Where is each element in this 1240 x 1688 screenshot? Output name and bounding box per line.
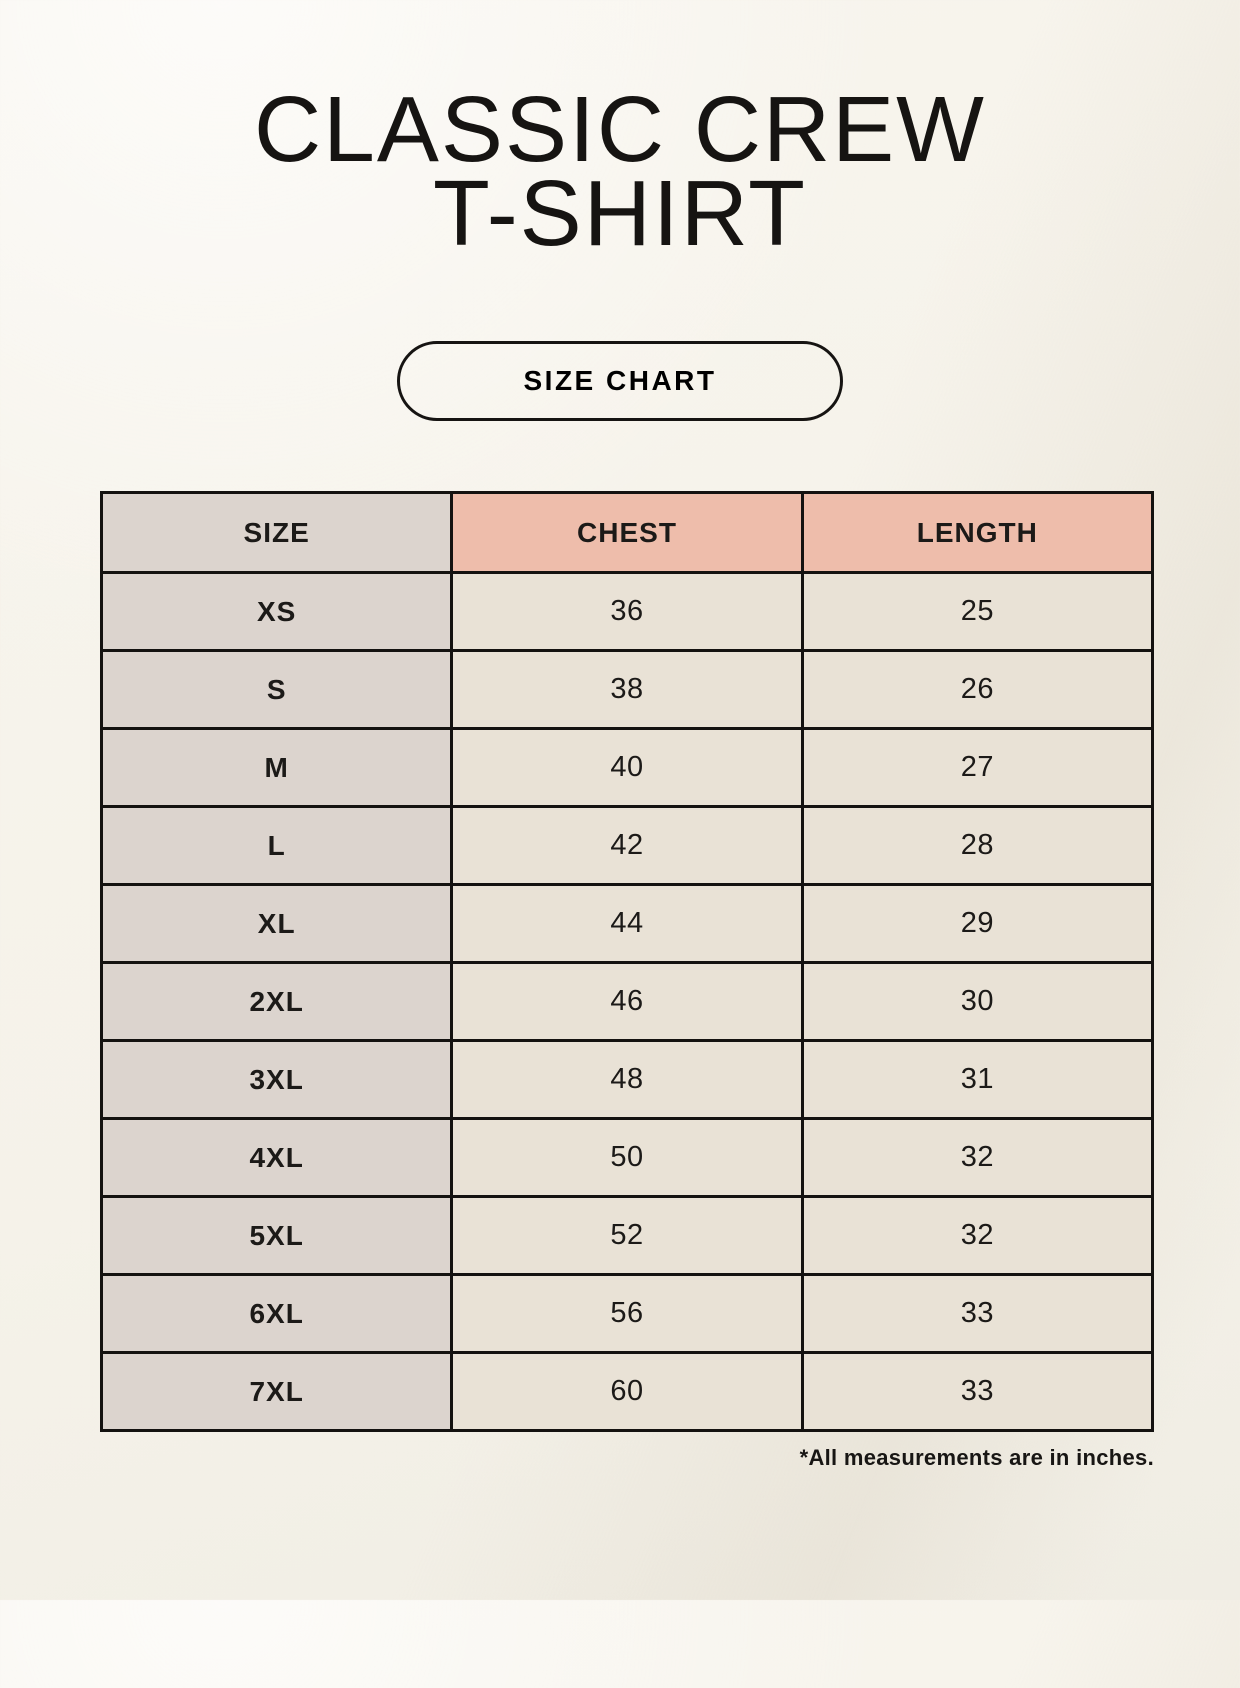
size-cell: XS — [99, 571, 454, 653]
chest-cell: 42 — [450, 805, 804, 887]
size-chart-badge[interactable]: SIZE CHART — [397, 341, 843, 422]
chest-cell: 48 — [450, 1039, 804, 1121]
length-cell: 33 — [800, 1273, 1155, 1355]
length-cell: 28 — [800, 805, 1155, 887]
length-cell: 25 — [800, 571, 1155, 653]
table-row-5xl: 5XL 52 32 — [99, 1195, 1155, 1277]
column-header-chest: CHEST — [450, 491, 804, 575]
chest-cell: 44 — [450, 883, 804, 965]
length-cell: 33 — [800, 1351, 1155, 1433]
page-title-line-2: T-SHIRT — [433, 160, 807, 265]
table-row-6xl: 6XL 56 33 — [99, 1273, 1155, 1355]
header-row: SIZE CHEST LENGTH — [99, 491, 1155, 575]
length-cell: 29 — [800, 883, 1155, 965]
size-cell: 7XL — [99, 1351, 454, 1433]
measurements-footnote: *All measurements are in inches. — [799, 1445, 1154, 1471]
column-header-length: LENGTH — [800, 491, 1155, 575]
length-cell: 32 — [800, 1195, 1155, 1277]
chest-cell: 52 — [450, 1195, 804, 1277]
table-row-m: M 40 27 — [99, 727, 1155, 809]
length-cell: 26 — [800, 649, 1155, 731]
size-cell: 2XL — [99, 961, 454, 1043]
length-cell: 32 — [800, 1117, 1155, 1199]
size-cell: 3XL — [99, 1039, 454, 1121]
table-row-7xl: 7XL 60 33 — [99, 1351, 1155, 1433]
length-cell: 30 — [800, 961, 1155, 1043]
table-row-2xl: 2XL 46 30 — [99, 961, 1155, 1043]
table-row-l: L 42 28 — [99, 805, 1155, 887]
badge-container: SIZE CHART — [0, 341, 1240, 422]
table-row-4xl: 4XL 50 32 — [99, 1117, 1155, 1199]
size-cell: 6XL — [99, 1273, 454, 1355]
page-title-line-1: CLASSIC CREW — [254, 77, 986, 181]
size-cell: 4XL — [99, 1117, 454, 1199]
size-table: SIZE CHEST LENGTH XS 36 25 S 38 26 M — [99, 491, 1155, 1433]
size-cell: S — [99, 649, 454, 731]
size-cell: XL — [99, 883, 454, 965]
column-header-size: SIZE — [99, 491, 454, 575]
chest-cell: 60 — [450, 1351, 804, 1433]
size-table-container: SIZE CHEST LENGTH XS 36 25 S 38 26 M — [99, 491, 1155, 1471]
table-row-s: S 38 26 — [99, 649, 1155, 731]
chest-cell: 40 — [450, 727, 804, 809]
table-row-xs: XS 36 25 — [99, 571, 1155, 653]
size-table-body: XS 36 25 S 38 26 M 40 27 L 42 28 — [99, 571, 1155, 1433]
page-title: CLASSIC CREW T-SHIRT — [0, 83, 1240, 260]
size-chart-page: CLASSIC CREW T-SHIRT SIZE CHART SIZE CHE… — [0, 83, 1240, 1471]
chest-cell: 50 — [450, 1117, 804, 1199]
chest-cell: 56 — [450, 1273, 804, 1355]
size-cell: 5XL — [99, 1195, 454, 1277]
size-cell: M — [99, 727, 454, 809]
chest-cell: 38 — [450, 649, 804, 731]
chest-cell: 36 — [450, 571, 804, 653]
table-row-3xl: 3XL 48 31 — [99, 1039, 1155, 1121]
size-cell: L — [99, 805, 454, 887]
length-cell: 31 — [800, 1039, 1155, 1121]
table-row-xl: XL 44 29 — [99, 883, 1155, 965]
chest-cell: 46 — [450, 961, 804, 1043]
length-cell: 27 — [800, 727, 1155, 809]
size-table-head: SIZE CHEST LENGTH — [99, 491, 1155, 575]
